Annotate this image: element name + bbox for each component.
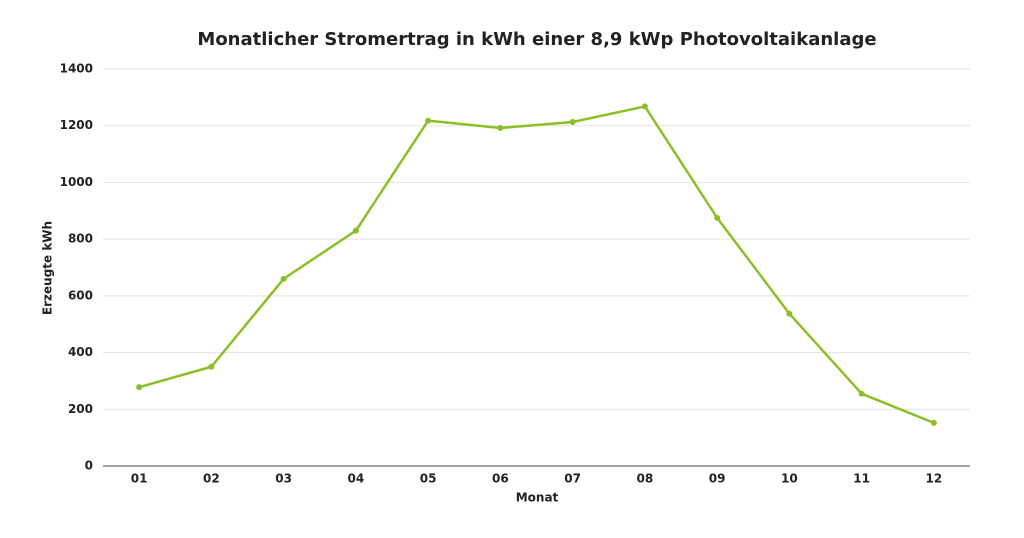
- y-tick-label: 600: [68, 288, 93, 302]
- data-point: [569, 119, 576, 126]
- y-tick-label: 1000: [60, 175, 93, 189]
- x-tick-label: 01: [131, 472, 148, 486]
- data-point: [930, 419, 937, 426]
- x-tick-label: 09: [709, 472, 726, 486]
- x-tick-label: 12: [926, 472, 943, 486]
- data-point: [208, 363, 215, 370]
- data-point: [425, 117, 432, 124]
- y-tick-label: 400: [68, 345, 93, 359]
- x-tick-label: 11: [853, 472, 870, 486]
- x-axis-label: Monat: [516, 491, 559, 505]
- data-point: [786, 310, 793, 317]
- data-point: [352, 227, 359, 234]
- data-point: [714, 214, 721, 221]
- y-tick-label: 800: [68, 232, 93, 246]
- x-tick-label: 10: [781, 472, 798, 486]
- data-point: [858, 390, 865, 397]
- y-tick-label: 1200: [60, 118, 93, 132]
- x-tick-label: 07: [564, 472, 581, 486]
- x-tick-label: 06: [492, 472, 509, 486]
- chart-title: Monatlicher Stromertrag in kWh einer 8,9…: [197, 29, 876, 50]
- data-point: [280, 275, 287, 282]
- x-tick-label: 02: [203, 472, 220, 486]
- y-axis-label: Erzeugte kWh: [41, 221, 55, 315]
- data-point: [497, 124, 504, 131]
- data-point: [641, 103, 648, 110]
- x-tick-label: 05: [420, 472, 437, 486]
- y-tick-label: 0: [85, 459, 93, 473]
- x-tick-label: 04: [348, 472, 365, 486]
- data-line: [138, 105, 935, 425]
- x-tick-label: 08: [637, 472, 654, 486]
- x-tick-label: 03: [275, 472, 292, 486]
- y-tick-label: 200: [68, 402, 93, 416]
- data-point: [136, 384, 143, 391]
- y-tick-label: 1400: [60, 62, 93, 76]
